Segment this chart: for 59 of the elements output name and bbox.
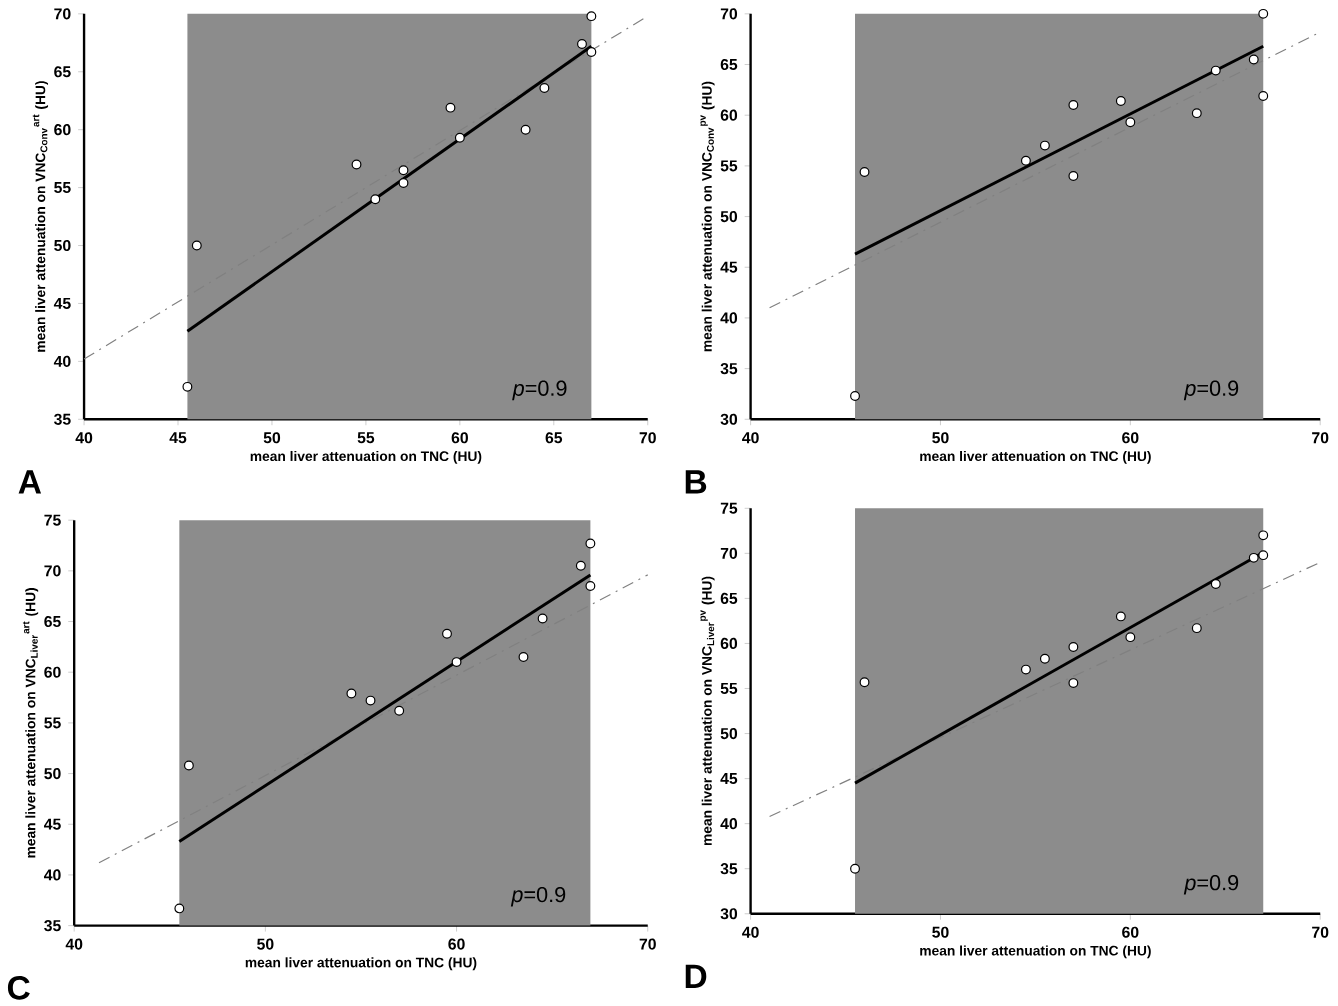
point (351, 159, 362, 170)
text: A (18, 470, 42, 494)
point (518, 651, 529, 662)
point (365, 695, 376, 706)
annotation: p=0.9 (1183, 380, 1239, 400)
annotation: p=0.9 (510, 886, 566, 907)
point (1115, 95, 1126, 106)
point (174, 903, 185, 914)
point (1248, 552, 1259, 563)
point (191, 240, 202, 251)
point (585, 538, 596, 549)
point (1248, 54, 1259, 65)
text: B (685, 470, 707, 494)
point (1191, 623, 1202, 633)
point (183, 760, 194, 771)
point (445, 102, 456, 113)
point (1191, 108, 1202, 118)
point (1020, 155, 1031, 166)
point (1258, 90, 1269, 101)
point (520, 124, 531, 135)
point (394, 705, 405, 716)
point (1258, 550, 1269, 560)
point (1210, 578, 1221, 589)
point (1210, 65, 1221, 76)
point (451, 656, 462, 667)
point (1068, 641, 1079, 652)
point (1068, 677, 1079, 688)
point (585, 580, 596, 591)
text: C (7, 975, 30, 1000)
point (1125, 632, 1136, 642)
point (1039, 140, 1050, 151)
point (575, 560, 586, 571)
point (850, 390, 860, 401)
point (454, 132, 465, 143)
point (370, 194, 381, 204)
point (859, 677, 870, 687)
point (1068, 99, 1079, 110)
point (1068, 170, 1079, 181)
point (346, 688, 357, 699)
point (1115, 611, 1126, 622)
annotation: p=0.9 (512, 380, 567, 400)
point (1020, 664, 1031, 675)
point (586, 46, 597, 57)
point (1258, 530, 1269, 541)
point (577, 38, 587, 49)
point (398, 165, 409, 176)
text: D (685, 964, 707, 988)
point (850, 863, 860, 874)
annotation: p=0.9 (1183, 874, 1239, 895)
point (1039, 653, 1050, 664)
point (182, 381, 193, 392)
point (442, 628, 452, 639)
point (859, 166, 870, 177)
point (586, 11, 597, 21)
point (539, 82, 550, 93)
point (1125, 117, 1136, 128)
point (398, 177, 409, 188)
point (537, 613, 548, 624)
point (1258, 8, 1269, 19)
